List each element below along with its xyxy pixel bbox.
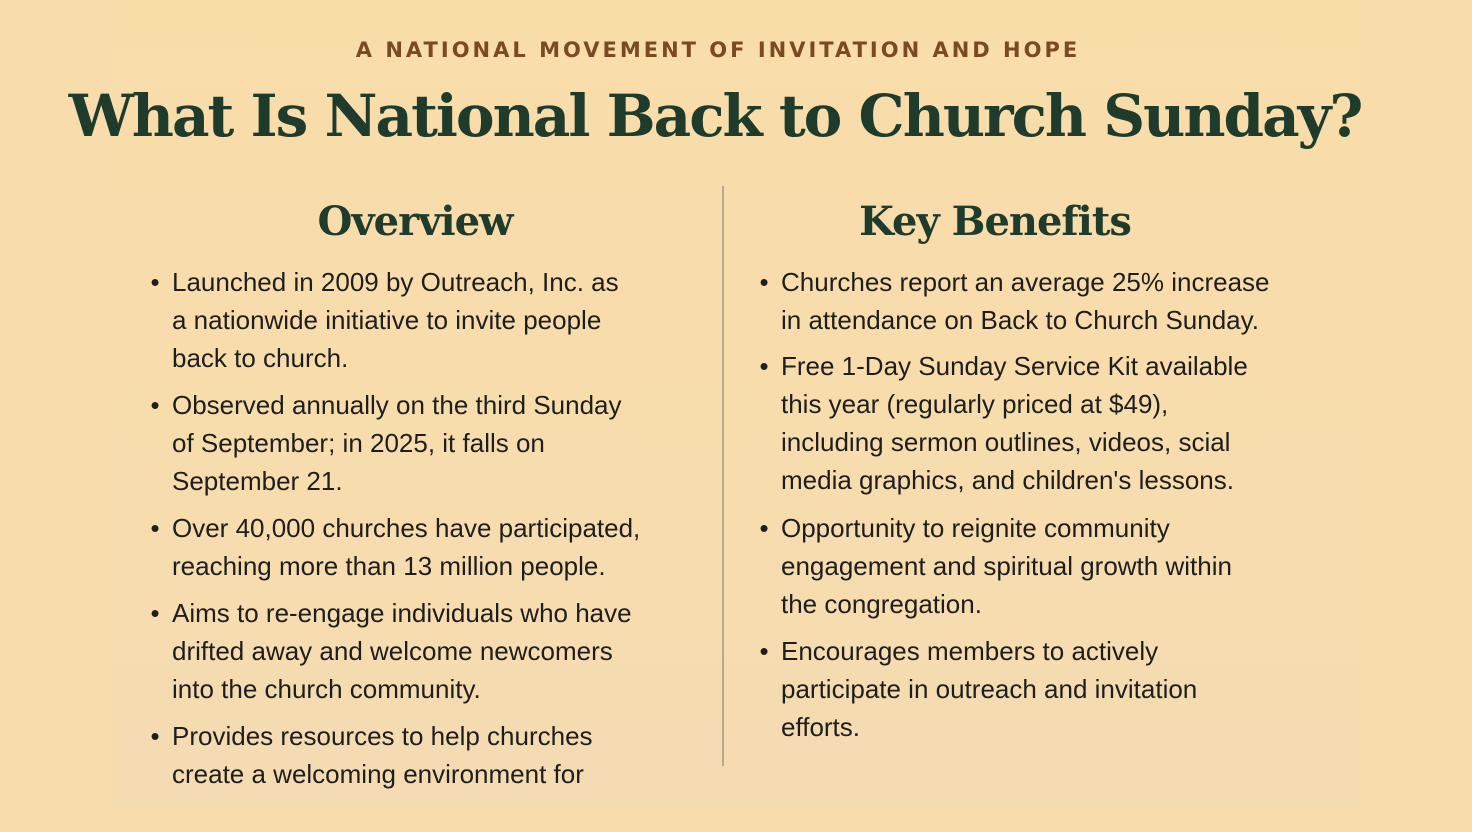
bullet-icon: • bbox=[150, 390, 160, 420]
benefit-item-line: participate in outreach and invitation bbox=[781, 674, 1198, 704]
background-panel bbox=[113, 0, 1359, 810]
overview-item-line: Provides resources to help churches bbox=[172, 721, 593, 751]
overview-item-line: Observed annually on the third Sunday bbox=[172, 390, 622, 420]
bullet-icon: • bbox=[759, 351, 769, 381]
bullet-icon: • bbox=[150, 513, 160, 543]
benefit-item-line: efforts. bbox=[781, 712, 861, 742]
benefit-item-line: the congregation. bbox=[781, 589, 982, 619]
benefit-item-line: Opportunity to reignite community bbox=[781, 513, 1170, 543]
overview-heading: Overview bbox=[317, 198, 514, 245]
overview-item: • Launched in 2009 by Outreach, Inc. as … bbox=[150, 263, 702, 377]
benefit-item-line: Encourages members to actively bbox=[781, 636, 1159, 666]
overview-item-line: back to church. bbox=[172, 343, 349, 373]
benefit-item-line: engagement and spiritual growth within bbox=[781, 551, 1232, 581]
key-benefits-heading: Key Benefits bbox=[859, 198, 1132, 245]
overview-item: • Aims to re-engage individuals who have… bbox=[150, 594, 702, 708]
benefit-item-line: in attendance on Back to Church Sunday. bbox=[781, 305, 1259, 335]
benefit-item-line: including sermon outlines, videos, scial bbox=[781, 427, 1231, 457]
overview-item-line: Over 40,000 churches have participated, bbox=[172, 513, 641, 543]
benefit-item: • Churches report an average 25% increas… bbox=[759, 263, 1321, 339]
benefit-item-line: media graphics, and children's lessons. bbox=[781, 465, 1234, 495]
benefit-item-line: Churches report an average 25% increase bbox=[781, 267, 1270, 297]
bullet-icon: • bbox=[150, 721, 160, 751]
benefit-item: • Free 1-Day Sunday Service Kit availabl… bbox=[759, 347, 1321, 499]
overview-item-line: drifted away and welcome newcomers bbox=[172, 636, 613, 666]
overview-item-line: of September; in 2025, it falls on bbox=[172, 428, 545, 458]
benefit-item: • Encourages members to actively partici… bbox=[759, 632, 1321, 746]
overview-list: • Launched in 2009 by Outreach, Inc. as … bbox=[148, 0, 708, 790]
overview-item-line: reaching more than 13 million people. bbox=[172, 551, 606, 581]
bullet-icon: • bbox=[759, 513, 769, 543]
eyebrow-tagline: A NATIONAL MOVEMENT OF INVITATION AND HO… bbox=[355, 38, 1081, 62]
overview-item-line: Launched in 2009 by Outreach, Inc. as bbox=[172, 267, 619, 297]
bullet-icon: • bbox=[759, 636, 769, 666]
key-benefits-list: • Churches report an average 25% increas… bbox=[757, 0, 1327, 790]
bullet-icon: • bbox=[150, 598, 160, 628]
overview-item-line: Aims to re-engage individuals who have bbox=[172, 598, 632, 628]
overview-item: • Over 40,000 churches have participated… bbox=[150, 509, 702, 585]
overview-item-line: a nationwide initiative to invite people bbox=[172, 305, 602, 335]
benefit-item-line: this year (regularly priced at $49), bbox=[781, 389, 1169, 419]
overview-item-line: September 21. bbox=[172, 466, 343, 496]
benefit-item-line: Free 1-Day Sunday Service Kit available bbox=[781, 351, 1248, 381]
bullet-icon: • bbox=[150, 267, 160, 297]
overview-item-line: create a welcoming environment for bbox=[172, 759, 584, 789]
overview-item: • Observed annually on the third Sunday … bbox=[150, 386, 702, 500]
overview-item: • Provides resources to help churches cr… bbox=[150, 717, 702, 790]
page-title: What Is National Back to Church Sunday? bbox=[68, 82, 1364, 150]
column-divider bbox=[722, 186, 724, 766]
overview-item-line: into the church community. bbox=[172, 674, 481, 704]
benefit-item: • Opportunity to reignite community enga… bbox=[759, 509, 1321, 623]
bullet-icon: • bbox=[759, 267, 769, 297]
